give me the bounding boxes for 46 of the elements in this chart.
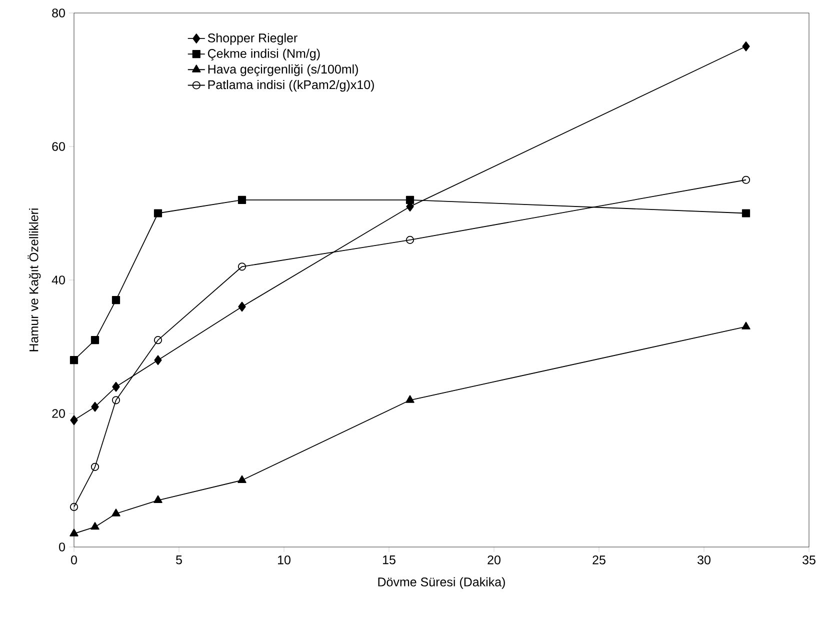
- point: [70, 415, 78, 426]
- point: [406, 236, 414, 244]
- x-tick-label: 25: [592, 556, 606, 564]
- legend-label: Shopper Riegler: [208, 33, 298, 45]
- point: [238, 196, 246, 204]
- point: [406, 196, 414, 204]
- point: [90, 522, 100, 530]
- point: [742, 176, 750, 184]
- legend-label: Patlama indisi ((kPam2/g)x10): [208, 80, 374, 92]
- point: [112, 508, 120, 516]
- point: [238, 262, 246, 271]
- point: [91, 402, 99, 412]
- y-tick-label: 40: [52, 276, 65, 284]
- y-axis-title: Hamur ve Kağıt Özellikleri: [28, 208, 41, 352]
- point: [154, 355, 162, 366]
- x-tick-label: 30: [698, 556, 710, 564]
- x-tick-label: 20: [488, 556, 500, 564]
- legend-label: Hava geçirgenliği (s/100ml): [208, 64, 358, 76]
- y-tick-label: 0: [59, 542, 65, 552]
- point: [742, 209, 750, 218]
- point: [70, 502, 78, 511]
- point: [70, 356, 78, 364]
- point: [742, 322, 750, 330]
- point: [90, 336, 100, 344]
- y-tick-label: 80: [52, 8, 65, 18]
- x-tick-label: 35: [802, 556, 816, 564]
- point: [112, 382, 120, 392]
- point: [112, 296, 120, 304]
- point: [154, 209, 162, 218]
- x-tick-label: 0: [71, 556, 77, 564]
- y-tick-label: 60: [52, 142, 65, 151]
- y-tick-label: 20: [52, 409, 65, 418]
- point: [742, 41, 750, 52]
- point: [238, 475, 246, 483]
- point: [406, 395, 414, 403]
- x-tick-label: 10: [278, 556, 290, 564]
- x-axis-title: Dövme Süresi (Dakika): [378, 577, 505, 589]
- point: [70, 528, 78, 536]
- legend-label: Çekme indisi (Nm/g): [208, 48, 320, 60]
- point: [154, 495, 162, 503]
- x-tick-label: 15: [383, 556, 396, 564]
- point: [112, 396, 120, 404]
- point: [238, 302, 246, 312]
- point: [154, 336, 162, 344]
- x-tick-label: 5: [176, 556, 182, 564]
- point: [90, 462, 100, 471]
